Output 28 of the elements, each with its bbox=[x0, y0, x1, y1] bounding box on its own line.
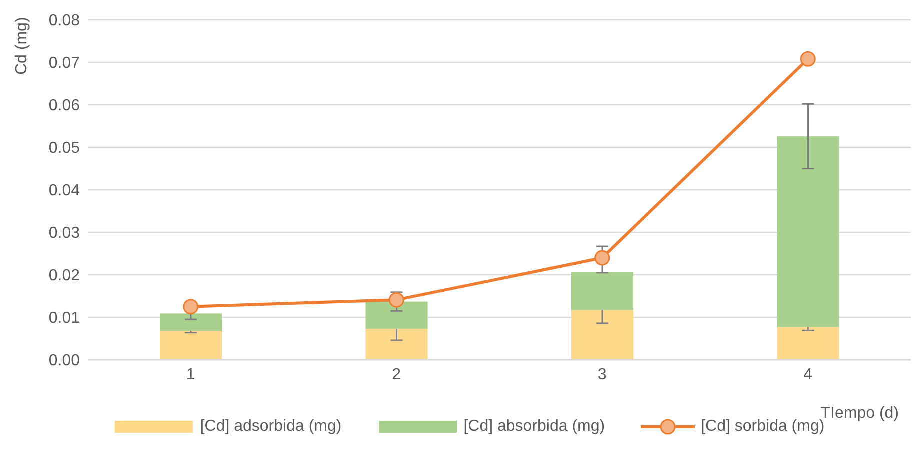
y-tick-label: 0.06 bbox=[48, 98, 80, 115]
bar bbox=[366, 302, 428, 329]
y-tick-label: 0.03 bbox=[48, 225, 80, 242]
y-tick-label: 0.00 bbox=[48, 352, 80, 370]
bar bbox=[160, 314, 222, 332]
y-tick-label: 0.08 bbox=[48, 12, 80, 30]
y-tick-label: 0.07 bbox=[48, 55, 80, 72]
point bbox=[800, 51, 816, 67]
x-tick-label: 3 bbox=[598, 366, 607, 384]
y-tick-label: 0.05 bbox=[48, 140, 80, 158]
y-tick-label: 0.01 bbox=[48, 310, 80, 328]
y-tick-label: 0.04 bbox=[48, 182, 80, 200]
bar bbox=[160, 331, 222, 360]
bar bbox=[777, 136, 840, 328]
bar bbox=[572, 310, 634, 360]
legend-label: [Cd] adsorbida (mg) bbox=[200, 418, 342, 436]
x-tick-label: 1 bbox=[186, 366, 196, 384]
y-axis-title: Cd (mg) bbox=[13, 17, 30, 75]
x-tick-label: 2 bbox=[392, 366, 402, 384]
bar bbox=[572, 272, 634, 310]
legend-label: [Cd] absorbida (mg) bbox=[464, 418, 606, 436]
point bbox=[594, 250, 610, 266]
bar bbox=[366, 328, 428, 360]
bar bbox=[777, 327, 840, 360]
y-tick-label: 0.02 bbox=[48, 268, 80, 285]
point bbox=[388, 292, 404, 308]
point bbox=[183, 299, 199, 315]
x-tick-label: 4 bbox=[804, 366, 813, 384]
